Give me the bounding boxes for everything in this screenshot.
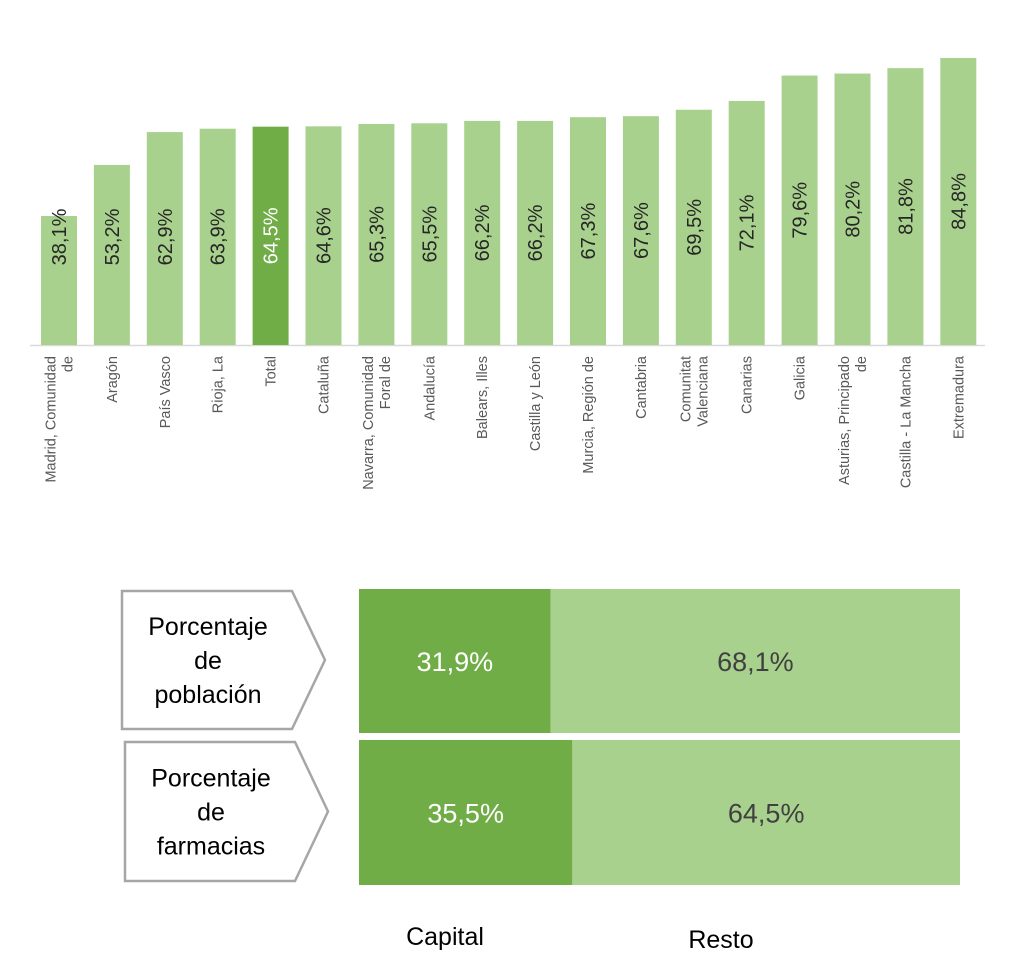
data-label-2: 62,9% — [155, 208, 177, 265]
bar-6 — [358, 123, 395, 345]
category-label-14: Galicia — [793, 355, 809, 400]
bar-14 — [781, 75, 818, 345]
category-label-line: Galicia — [793, 355, 809, 400]
category-label-line: Foral de — [378, 356, 394, 409]
data-label-1: 53,2% — [102, 208, 124, 265]
category-label-15: Asturias, Principadode — [837, 356, 870, 485]
data-label-14: 79,6% — [790, 182, 812, 239]
row-label-line: farmacias — [157, 833, 265, 861]
category-label-8: Balears, Illes — [475, 356, 491, 439]
data-label-11: 67,6% — [631, 202, 653, 259]
segment-resto-1 — [572, 740, 960, 885]
category-label-line: Madrid, Comunidad — [44, 356, 60, 483]
legend-capital: Capital — [406, 923, 484, 951]
row-label-box-1 — [123, 740, 330, 883]
category-label-0: Madrid, Comunidadde — [44, 356, 77, 483]
data-label-9: 66,2% — [525, 204, 547, 261]
bar-17 — [940, 57, 977, 346]
segment-label-1-0: 35,5% — [427, 799, 504, 829]
category-label-line: Castilla y León — [528, 356, 544, 451]
data-label-6: 65,3% — [366, 206, 388, 263]
bar-5 — [305, 126, 342, 345]
data-label-12: 69,5% — [684, 199, 706, 256]
category-label-line: Castilla - La Mancha — [898, 355, 914, 488]
category-label-line: Balears, Illes — [475, 356, 491, 439]
category-label-17: Extremadura — [951, 355, 967, 439]
segment-label-0-0: 31,9% — [417, 647, 494, 677]
row-label-line: población — [154, 681, 261, 709]
category-label-line: Aragón — [105, 356, 121, 403]
data-label-7: 65,5% — [419, 206, 441, 263]
category-label-line: Asturias, Principado — [837, 356, 853, 485]
bar-7 — [411, 123, 448, 345]
category-label-line: Cataluña — [317, 355, 333, 414]
category-label-9: Castilla y León — [528, 356, 544, 451]
data-label-0: 38,1% — [49, 208, 71, 265]
data-label-3: 63,9% — [208, 208, 230, 265]
segment-capital-0 — [359, 589, 551, 733]
bar-3 — [199, 128, 236, 345]
data-label-16: 81,8% — [895, 178, 917, 235]
bar-4 — [252, 126, 289, 345]
data-label-17: 84,8% — [948, 173, 970, 230]
category-label-6: Navarra, ComunidadForal de — [361, 356, 394, 490]
category-label-12: ComunitatValenciana — [678, 355, 711, 427]
row-label-line: Porcentaje — [148, 613, 268, 641]
category-label-line: Murcia, Región de — [581, 356, 597, 474]
category-label-line: de — [61, 356, 77, 372]
data-label-8: 66,2% — [472, 204, 494, 261]
category-label-10: Murcia, Región de — [581, 356, 597, 474]
row-label-box-0 — [120, 589, 327, 731]
row-label-line: de — [197, 799, 225, 827]
segment-capital-1 — [359, 740, 573, 885]
category-label-line: Andalucía — [422, 355, 438, 420]
category-label-11: Cantabria — [634, 355, 650, 419]
segment-label-0-1: 68,1% — [717, 647, 794, 677]
data-label-10: 67,3% — [578, 203, 600, 260]
bar-15 — [834, 73, 871, 345]
bar-2 — [146, 132, 183, 345]
category-label-7: Andalucía — [422, 355, 438, 420]
row-label-line: Porcentaje — [151, 765, 271, 793]
category-label-13: Canarias — [740, 356, 756, 414]
category-label-5: Cataluña — [317, 355, 333, 414]
segment-resto-0 — [550, 589, 960, 733]
bar-13 — [728, 100, 765, 345]
data-label-5: 64,6% — [314, 207, 336, 264]
category-label-line: País Vasco — [158, 356, 174, 428]
category-label-1: Aragón — [105, 356, 121, 403]
category-label-line: Rioja, La — [211, 355, 227, 413]
bar-9 — [517, 120, 554, 346]
data-label-4: 64,5% — [261, 207, 283, 264]
category-label-16: Castilla - La Mancha — [898, 355, 914, 488]
category-label-line: Canarias — [740, 356, 756, 414]
row-label-1: Porcentaje de farmacias — [151, 765, 271, 861]
category-label-3: Rioja, La — [211, 355, 227, 413]
bar-8 — [464, 120, 501, 346]
data-label-13: 72,1% — [737, 194, 759, 251]
row-label-line: de — [194, 647, 222, 675]
category-label-line: Total — [264, 356, 280, 387]
data-label-15: 80,2% — [843, 181, 865, 238]
category-label-2: País Vasco — [158, 356, 174, 428]
category-label-line: Valenciana — [695, 355, 711, 427]
bar-0 — [41, 216, 77, 345]
bar-11 — [622, 116, 659, 345]
category-label-line: Navarra, Comunidad — [361, 356, 377, 490]
category-label-4: Total — [264, 356, 280, 387]
bar-12 — [675, 109, 712, 346]
legend-resto: Resto — [688, 926, 753, 954]
bar-10 — [570, 117, 606, 345]
segment-label-1-1: 64,5% — [728, 799, 805, 829]
bar-16 — [887, 68, 924, 346]
category-label-line: de — [854, 356, 870, 372]
category-label-line: Extremadura — [951, 355, 967, 439]
category-label-line: Cantabria — [634, 355, 650, 419]
bar-1 — [93, 164, 130, 345]
row-label-0: Porcentaje de población — [148, 613, 268, 709]
category-label-line: Comunitat — [678, 356, 694, 422]
